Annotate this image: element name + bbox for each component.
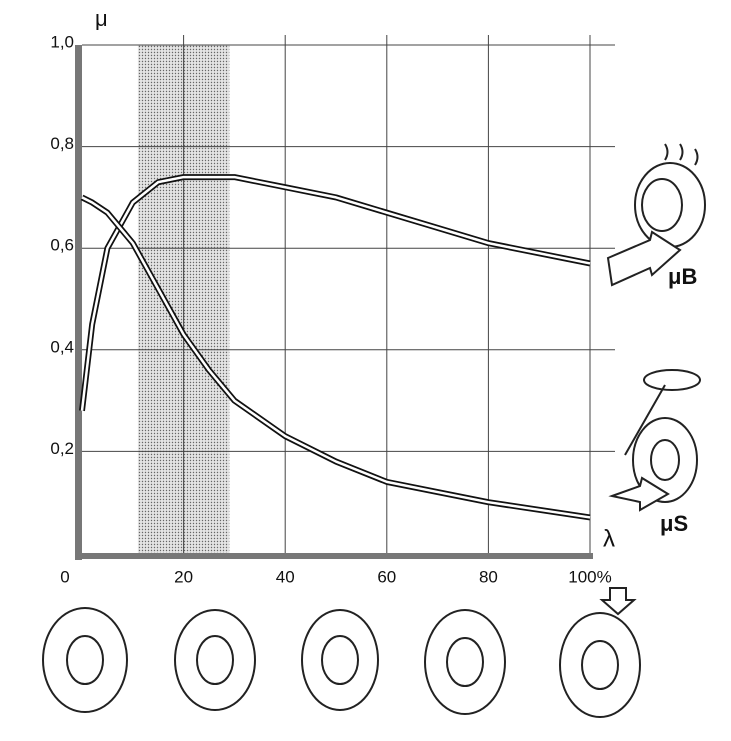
legend-label: μB xyxy=(668,264,697,289)
x-tick-label: 0 xyxy=(60,567,69,586)
y-tick-label: 0,2 xyxy=(50,439,74,458)
x-tick-label: 20 xyxy=(174,567,193,586)
x-tick-label: 80 xyxy=(479,567,498,586)
y-tick-label: 1,0 xyxy=(50,32,74,51)
y-axis-label: μ xyxy=(95,6,108,31)
x-tick-label: 100% xyxy=(568,567,611,586)
x-tick-label: 40 xyxy=(276,567,295,586)
y-tick-label: 0,6 xyxy=(50,236,74,255)
tire-illustrations xyxy=(43,588,640,717)
chart: 0,2 0,4 0,6 0,8 1,0 0 20 40 60 80 100% μB μS μ λ xyxy=(0,0,731,736)
x-tick-label: 60 xyxy=(377,567,396,586)
y-axis xyxy=(75,45,82,560)
steering-illustration xyxy=(612,370,700,510)
x-axis xyxy=(75,553,593,559)
y-tick-label: 0,4 xyxy=(50,337,74,356)
legend-label: μS xyxy=(660,511,688,536)
x-axis-label: λ xyxy=(603,525,615,552)
y-tick-label: 0,8 xyxy=(50,134,74,153)
